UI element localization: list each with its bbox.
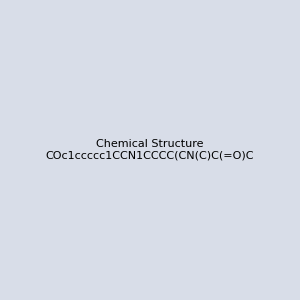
Text: Chemical Structure
COc1ccccc1CCN1CCCC(CN(C)C(=O)C: Chemical Structure COc1ccccc1CCN1CCCC(CN… <box>46 139 254 161</box>
